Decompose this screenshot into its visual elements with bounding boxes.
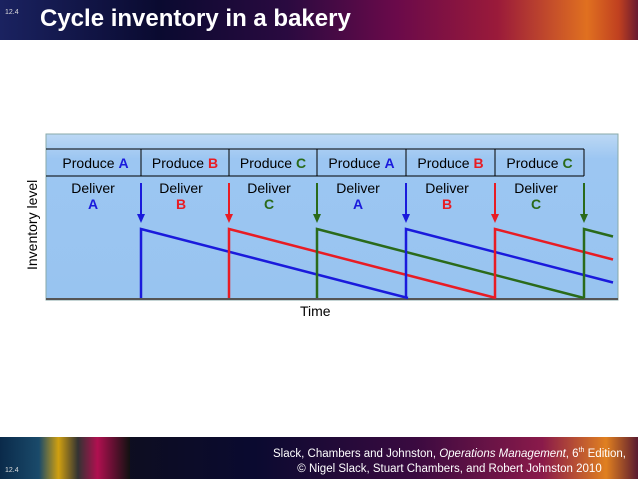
arrowhead-icon xyxy=(137,214,145,223)
inventory-line-c xyxy=(582,227,614,298)
arrowhead-icon xyxy=(580,214,588,223)
title-bar: 12.4 Cycle inventory in a bakery xyxy=(0,0,638,40)
produce-cell-a: Produce A xyxy=(328,155,394,171)
footer-slide-number: 12.4 xyxy=(5,467,19,474)
slide-title: Cycle inventory in a bakery xyxy=(40,5,351,32)
y-axis-label: Inventory level xyxy=(24,179,40,270)
deliver-product-b: B xyxy=(442,196,452,212)
citation-authors: Slack, Chambers and Johnston, xyxy=(273,447,440,460)
deliver-product-c: C xyxy=(264,196,274,212)
produce-cell-b: Produce B xyxy=(152,155,218,171)
produce-cell-c: Produce C xyxy=(506,155,572,171)
produce-cell-c: Produce C xyxy=(240,155,306,171)
arrowhead-icon xyxy=(225,214,233,223)
citation-sup: th xyxy=(578,447,585,454)
slide-number: 12.4 xyxy=(5,9,19,16)
deliver-label-c: Deliver xyxy=(514,180,558,196)
deliver-product-c: C xyxy=(531,196,541,212)
deliver-product-a: A xyxy=(88,196,98,212)
footer-citation: Slack, Chambers and Johnston, Operations… xyxy=(273,443,626,477)
deliver-label-a: Deliver xyxy=(336,180,380,196)
inventory-line-a xyxy=(404,227,614,298)
citation-copyright: © Nigel Slack, Stuart Chambers, and Robe… xyxy=(297,462,602,475)
deliver-product-b: B xyxy=(176,196,186,212)
inventory-line-a xyxy=(139,227,409,300)
deliver-label-b: Deliver xyxy=(159,180,203,196)
citation-edition-suffix: Edition, xyxy=(584,447,626,460)
citation-book: Operations Management xyxy=(439,447,566,460)
x-axis-label: Time xyxy=(300,303,331,319)
paint-tubes-image xyxy=(0,437,130,479)
deliver-label-a: Deliver xyxy=(71,180,115,196)
deliver-product-a: A xyxy=(353,196,363,212)
citation-edition: , 6 xyxy=(565,447,579,460)
arrowhead-icon xyxy=(313,214,321,223)
footer: 12.4 Slack, Chambers and Johnston, Opera… xyxy=(0,437,638,479)
deliver-label-c: Deliver xyxy=(247,180,291,196)
arrowhead-icon xyxy=(402,214,410,223)
produce-cell-b: Produce B xyxy=(417,155,483,171)
deliver-label-b: Deliver xyxy=(425,180,469,196)
inventory-line-b xyxy=(493,227,614,298)
arrowhead-icon xyxy=(491,214,499,223)
produce-cell-a: Produce A xyxy=(62,155,128,171)
